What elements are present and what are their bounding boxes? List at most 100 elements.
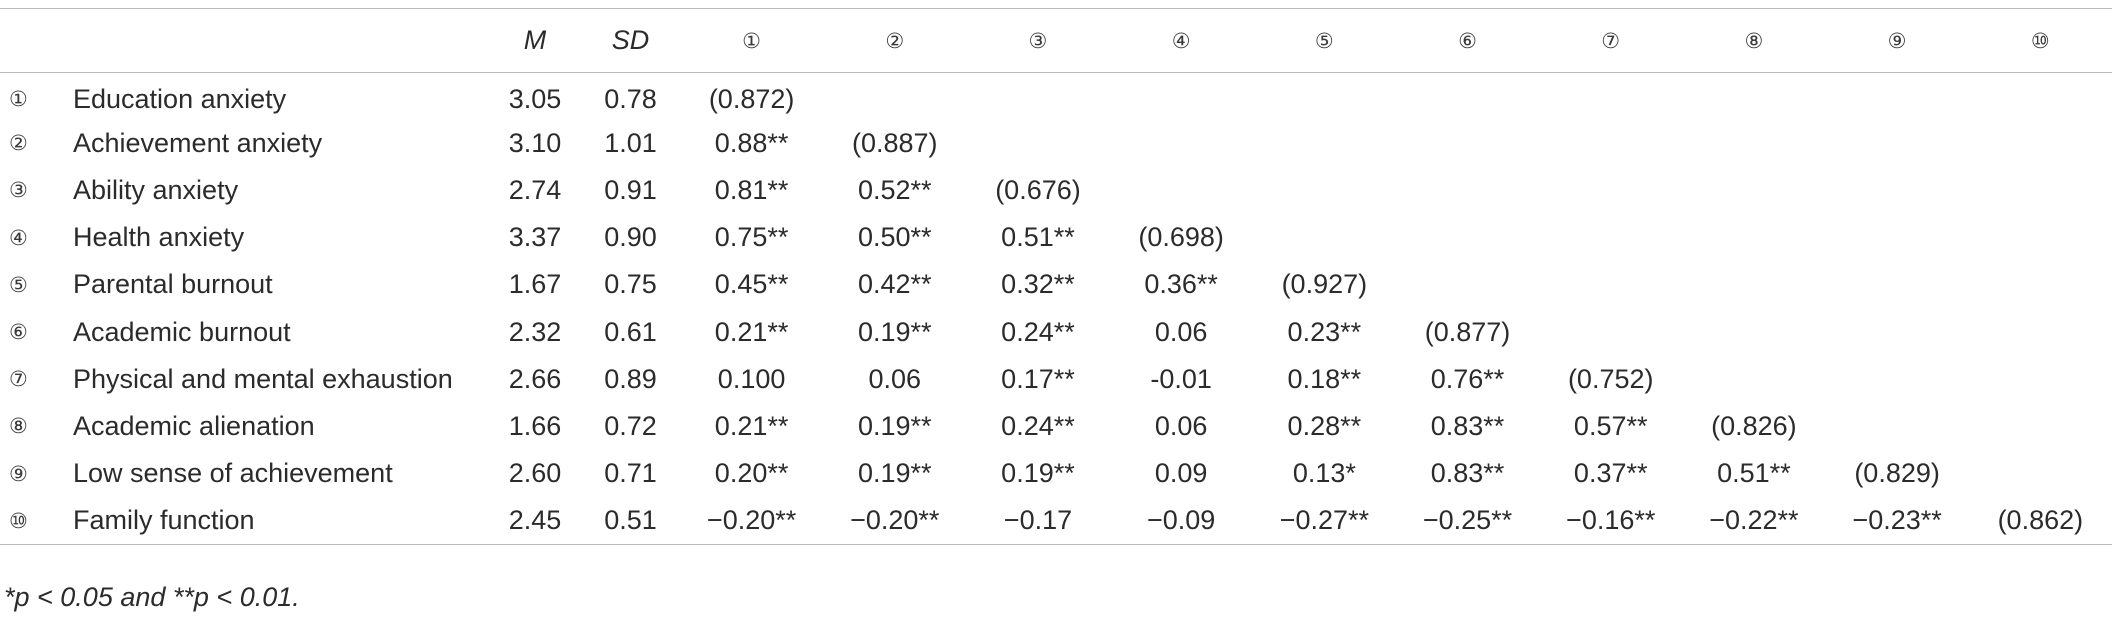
row-variable-label: Health anxiety	[73, 222, 245, 253]
row-mean: 3.10	[508, 127, 562, 158]
row-cell-col-6	[1396, 214, 1539, 261]
row-cell-col-8: −0.22**	[1682, 497, 1826, 545]
row-cell-col-10: (0.862)	[1968, 497, 2112, 545]
header-col-4: ④	[1109, 8, 1253, 73]
header-col-1: ①	[680, 8, 824, 73]
row-mean: 3.05	[508, 83, 562, 114]
header-col-6: ⑥	[1395, 8, 1540, 73]
correlation-table: M SD ① ② ③ ④ ⑤ ⑥ ⑦ ⑧ ⑨ ⑩ ① Education anxi…	[0, 8, 2112, 545]
header-mean: M	[489, 8, 581, 73]
row-sd: 0.91	[604, 174, 657, 205]
header-sd: SD	[581, 8, 680, 73]
row-cell-col-5	[1253, 120, 1396, 167]
row-cell-col-7: −0.16**	[1539, 497, 1683, 545]
row-mean: 2.45	[489, 497, 581, 545]
header-col-2: ②	[823, 8, 967, 73]
row-sd: 0.90	[604, 222, 657, 253]
table-footnote: *p < 0.05 and **p < 0.01.	[4, 582, 300, 612]
row-cell-col-1: 0.75**	[714, 222, 789, 253]
table-header-row: M SD ① ② ③ ④ ⑤ ⑥ ⑦ ⑧ ⑨ ⑩	[0, 8, 2112, 73]
row-cell-col-7: 0.57**	[1573, 410, 1648, 441]
row-cell-col-10	[1969, 167, 2112, 214]
row-cell-col-5: −0.27**	[1252, 497, 1396, 545]
row-variable-label: Achievement anxiety	[73, 127, 323, 158]
row-index: ⑧	[9, 414, 28, 439]
row-cell-col-4	[1110, 73, 1253, 120]
table-row: ⑩ Family function 2.45 0.51 −0.20** −0.20** −0…	[0, 497, 2112, 545]
row-cell-col-3: 0.24**	[1001, 316, 1075, 347]
row-cell-col-3: 0.51**	[1001, 222, 1075, 253]
row-mean: 3.37	[508, 222, 562, 253]
row-mean: 1.67	[508, 269, 562, 300]
row-cell-col-2: 0.19**	[857, 458, 932, 489]
row-cell-col-3: −0.17	[966, 497, 1110, 545]
table-row: ① Education anxiety 3.05 0.78 (0.872)	[0, 73, 2112, 120]
row-index: ①	[9, 87, 28, 112]
row-sd: 0.75	[604, 269, 657, 300]
header-blank-index	[0, 8, 73, 73]
row-cell-col-3: (0.676)	[995, 174, 1081, 205]
row-cell-col-6: 0.83**	[1430, 458, 1505, 489]
row-mean: 2.66	[508, 363, 562, 394]
row-cell-col-1: 0.88**	[714, 127, 789, 158]
row-cell-col-5	[1253, 167, 1396, 214]
row-cell-col-9: (0.829)	[1854, 458, 1940, 489]
row-cell-col-8	[1682, 120, 1825, 167]
table-row: ③ Ability anxiety 2.74 0.91 0.81** 0.52** (0.6…	[0, 167, 2112, 214]
row-cell-col-9	[1826, 308, 1969, 355]
row-cell-col-1: 0.81**	[714, 174, 789, 205]
row-cell-col-9	[1826, 403, 1969, 450]
row-cell-col-9	[1826, 73, 1969, 120]
row-cell-col-5: 0.18**	[1287, 363, 1362, 394]
row-cell-col-5: 0.23**	[1287, 316, 1362, 347]
row-cell-col-10	[1969, 261, 2112, 308]
row-mean: 2.32	[508, 316, 562, 347]
row-cell-col-8	[1682, 167, 1825, 214]
header-blank-variable	[73, 8, 489, 73]
row-cell-col-1: 0.45**	[714, 269, 789, 300]
row-cell-col-9	[1826, 214, 1969, 261]
row-cell-col-10	[1969, 356, 2112, 403]
row-cell-col-6: −0.25**	[1395, 497, 1540, 545]
row-cell-col-10	[1969, 73, 2112, 120]
row-cell-col-6: 0.83**	[1430, 410, 1505, 441]
row-cell-col-7	[1539, 308, 1682, 355]
row-cell-col-4: −0.09	[1109, 497, 1253, 545]
row-cell-col-8: (0.826)	[1711, 410, 1797, 441]
row-sd: 0.72	[604, 410, 657, 441]
row-cell-col-2: 0.42**	[857, 269, 932, 300]
row-cell-col-9	[1826, 356, 1969, 403]
row-sd: 0.89	[604, 363, 657, 394]
header-col-7: ⑦	[1539, 8, 1683, 73]
row-cell-col-5	[1253, 214, 1396, 261]
row-variable-label: Ability anxiety	[73, 174, 239, 205]
header-col-8: ⑧	[1682, 8, 1826, 73]
row-cell-col-1: (0.872)	[708, 83, 795, 114]
row-index: ④	[9, 225, 28, 250]
row-cell-col-5: (0.927)	[1281, 269, 1368, 300]
row-cell-col-8	[1682, 261, 1825, 308]
row-variable-label: Family function	[73, 497, 489, 545]
row-index: ③	[9, 178, 28, 203]
row-cell-col-2: 0.50**	[857, 222, 932, 253]
row-cell-col-8	[1682, 356, 1825, 403]
table-row: ⑤ Parental burnout 1.67 0.75 0.45** 0.42** 0.3…	[0, 261, 2112, 308]
row-cell-col-8	[1682, 308, 1825, 355]
row-cell-col-7: 0.37**	[1573, 458, 1648, 489]
table-row: ⑦ Physical and mental exhaustion 2.66 0.89 0…	[0, 356, 2112, 403]
row-sd: 0.61	[604, 316, 657, 347]
row-cell-col-10	[1969, 450, 2112, 497]
header-col-5: ⑤	[1252, 8, 1396, 73]
header-col-3: ③	[966, 8, 1110, 73]
row-variable-label: Academic alienation	[73, 410, 315, 441]
row-cell-col-3: 0.17**	[1001, 363, 1075, 394]
header-col-10: ⑩	[1968, 8, 2112, 73]
table-row: ⑨ Low sense of achievement 2.60 0.71 0.20** 0…	[0, 450, 2112, 497]
row-cell-col-10	[1969, 403, 2112, 450]
row-cell-col-6	[1396, 73, 1539, 120]
row-cell-col-6: 0.76**	[1430, 363, 1505, 394]
row-cell-col-9	[1826, 167, 1969, 214]
row-cell-col-8: 0.51**	[1717, 458, 1791, 489]
row-cell-col-2	[823, 73, 966, 120]
row-cell-col-7	[1539, 214, 1682, 261]
